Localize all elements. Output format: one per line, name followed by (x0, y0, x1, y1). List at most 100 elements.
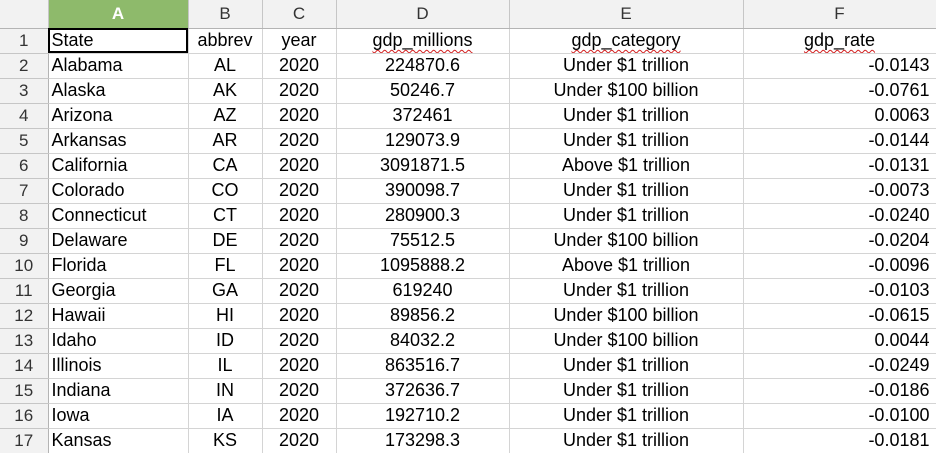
cell-b6[interactable]: CA (188, 153, 263, 179)
cell-a4[interactable]: Arizona (48, 103, 189, 129)
cell-d5[interactable]: 129073.9 (336, 128, 510, 154)
cell-e6[interactable]: Above $1 trillion (509, 153, 744, 179)
row-header[interactable]: 5 (0, 128, 49, 154)
row-header[interactable]: 2 (0, 53, 49, 79)
cell-d7[interactable]: 390098.7 (336, 178, 510, 204)
cell-e1[interactable]: gdp_category (509, 28, 744, 54)
cell-c14[interactable]: 2020 (262, 353, 337, 379)
cell-c13[interactable]: 2020 (262, 328, 337, 354)
cell-d11[interactable]: 619240 (336, 278, 510, 304)
cell-d15[interactable]: 372636.7 (336, 378, 510, 404)
cell-b10[interactable]: FL (188, 253, 263, 279)
cell-c1[interactable]: year (262, 28, 337, 54)
cell-f17[interactable]: -0.0181 (743, 428, 936, 453)
cell-e2[interactable]: Under $1 trillion (509, 53, 744, 79)
cell-d3[interactable]: 50246.7 (336, 78, 510, 104)
cell-f2[interactable]: -0.0143 (743, 53, 936, 79)
cell-e11[interactable]: Under $1 trillion (509, 278, 744, 304)
cell-d6[interactable]: 3091871.5 (336, 153, 510, 179)
cell-e16[interactable]: Under $1 trillion (509, 403, 744, 429)
cell-f5[interactable]: -0.0144 (743, 128, 936, 154)
cell-f6[interactable]: -0.0131 (743, 153, 936, 179)
row-header[interactable]: 9 (0, 228, 49, 254)
cell-d16[interactable]: 192710.2 (336, 403, 510, 429)
cell-f10[interactable]: -0.0096 (743, 253, 936, 279)
cell-f14[interactable]: -0.0249 (743, 353, 936, 379)
cell-e17[interactable]: Under $1 trillion (509, 428, 744, 453)
cell-b16[interactable]: IA (188, 403, 263, 429)
cell-b2[interactable]: AL (188, 53, 263, 79)
cell-c10[interactable]: 2020 (262, 253, 337, 279)
cell-e12[interactable]: Under $100 billion (509, 303, 744, 329)
cell-f8[interactable]: -0.0240 (743, 203, 936, 229)
cell-d4[interactable]: 372461 (336, 103, 510, 129)
cell-a3[interactable]: Alaska (48, 78, 189, 104)
cell-a10[interactable]: Florida (48, 253, 189, 279)
column-header-b[interactable]: B (188, 0, 263, 29)
cell-c5[interactable]: 2020 (262, 128, 337, 154)
cell-d14[interactable]: 863516.7 (336, 353, 510, 379)
cell-f15[interactable]: -0.0186 (743, 378, 936, 404)
cell-b8[interactable]: CT (188, 203, 263, 229)
cell-b17[interactable]: KS (188, 428, 263, 453)
cell-f9[interactable]: -0.0204 (743, 228, 936, 254)
cell-a1[interactable]: State (48, 28, 189, 54)
column-header-e[interactable]: E (509, 0, 744, 29)
cell-c6[interactable]: 2020 (262, 153, 337, 179)
row-header[interactable]: 11 (0, 278, 49, 304)
cell-c17[interactable]: 2020 (262, 428, 337, 453)
row-header[interactable]: 1 (0, 28, 49, 54)
cell-b5[interactable]: AR (188, 128, 263, 154)
cell-a15[interactable]: Indiana (48, 378, 189, 404)
cell-d12[interactable]: 89856.2 (336, 303, 510, 329)
cell-c7[interactable]: 2020 (262, 178, 337, 204)
cell-e7[interactable]: Under $1 trillion (509, 178, 744, 204)
row-header[interactable]: 6 (0, 153, 49, 179)
cell-e5[interactable]: Under $1 trillion (509, 128, 744, 154)
cell-d2[interactable]: 224870.6 (336, 53, 510, 79)
cell-b11[interactable]: GA (188, 278, 263, 304)
cell-f11[interactable]: -0.0103 (743, 278, 936, 304)
cell-e14[interactable]: Under $1 trillion (509, 353, 744, 379)
row-header[interactable]: 14 (0, 353, 49, 379)
row-header[interactable]: 17 (0, 428, 49, 453)
cell-d17[interactable]: 173298.3 (336, 428, 510, 453)
cell-b7[interactable]: CO (188, 178, 263, 204)
cell-b14[interactable]: IL (188, 353, 263, 379)
cell-f4[interactable]: 0.0063 (743, 103, 936, 129)
cell-a5[interactable]: Arkansas (48, 128, 189, 154)
cell-d10[interactable]: 1095888.2 (336, 253, 510, 279)
cell-b12[interactable]: HI (188, 303, 263, 329)
cell-e10[interactable]: Above $1 trillion (509, 253, 744, 279)
cell-f13[interactable]: 0.0044 (743, 328, 936, 354)
column-header-f[interactable]: F (743, 0, 936, 29)
cell-d1[interactable]: gdp_millions (336, 28, 510, 54)
cell-c15[interactable]: 2020 (262, 378, 337, 404)
cell-c3[interactable]: 2020 (262, 78, 337, 104)
cell-d13[interactable]: 84032.2 (336, 328, 510, 354)
row-header[interactable]: 12 (0, 303, 49, 329)
row-header[interactable]: 7 (0, 178, 49, 204)
cell-c4[interactable]: 2020 (262, 103, 337, 129)
row-header[interactable]: 16 (0, 403, 49, 429)
cell-a7[interactable]: Colorado (48, 178, 189, 204)
cell-a6[interactable]: California (48, 153, 189, 179)
cell-c11[interactable]: 2020 (262, 278, 337, 304)
cell-e3[interactable]: Under $100 billion (509, 78, 744, 104)
cell-a12[interactable]: Hawaii (48, 303, 189, 329)
cell-b3[interactable]: AK (188, 78, 263, 104)
cell-a8[interactable]: Connecticut (48, 203, 189, 229)
cell-a16[interactable]: Iowa (48, 403, 189, 429)
cell-a9[interactable]: Delaware (48, 228, 189, 254)
cell-f1[interactable]: gdp_rate (743, 28, 936, 54)
cell-f16[interactable]: -0.0100 (743, 403, 936, 429)
row-header[interactable]: 4 (0, 103, 49, 129)
select-all-corner[interactable] (0, 0, 49, 29)
cell-e4[interactable]: Under $1 trillion (509, 103, 744, 129)
cell-a13[interactable]: Idaho (48, 328, 189, 354)
cell-c9[interactable]: 2020 (262, 228, 337, 254)
cell-a17[interactable]: Kansas (48, 428, 189, 453)
cell-c2[interactable]: 2020 (262, 53, 337, 79)
cell-c8[interactable]: 2020 (262, 203, 337, 229)
cell-e15[interactable]: Under $1 trillion (509, 378, 744, 404)
